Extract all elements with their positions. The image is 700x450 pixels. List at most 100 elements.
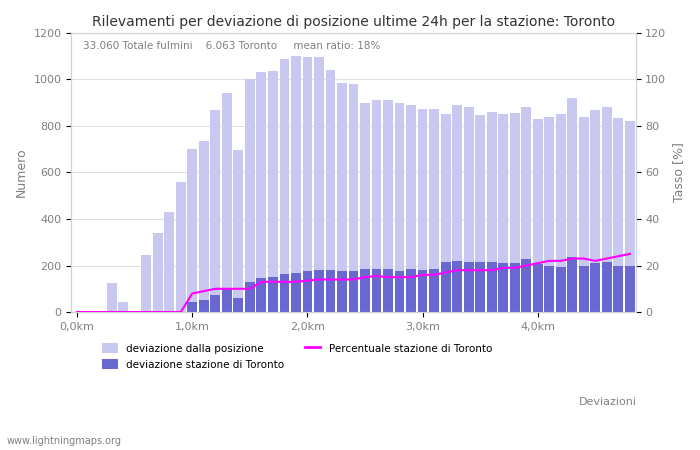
Percentuale stazione di Toronto — [73, 309, 81, 315]
Bar — [199, 141, 209, 312]
Bar — [475, 262, 485, 312]
Bar — [568, 98, 578, 312]
Percentuale stazione di Toronto — [476, 267, 484, 273]
Bar — [153, 233, 162, 312]
Bar — [372, 269, 382, 312]
Percentuale stazione di Toronto — [246, 286, 254, 292]
Bar — [475, 115, 485, 312]
Bar — [579, 117, 589, 312]
Percentuale stazione di Toronto — [349, 277, 358, 282]
Text: 33.060 Totale fulmini    6.063 Toronto     mean ratio: 18%: 33.060 Totale fulmini 6.063 Toronto mean… — [83, 41, 380, 51]
Percentuale stazione di Toronto — [487, 267, 496, 273]
Bar — [291, 273, 301, 312]
Bar — [245, 80, 255, 312]
Percentuale stazione di Toronto — [419, 272, 427, 278]
Bar — [268, 71, 278, 312]
Percentuale stazione di Toronto — [545, 258, 554, 264]
Bar — [395, 271, 405, 312]
Percentuale stazione di Toronto — [257, 279, 265, 284]
Percentuale stazione di Toronto — [269, 279, 277, 284]
Percentuale stazione di Toronto — [360, 274, 369, 280]
Bar — [613, 266, 623, 312]
Bar — [349, 84, 358, 312]
Bar — [291, 56, 301, 312]
Bar — [234, 298, 244, 312]
Percentuale stazione di Toronto — [407, 274, 415, 280]
Bar — [602, 108, 612, 312]
Percentuale stazione di Toronto — [591, 258, 599, 264]
Bar — [314, 270, 324, 312]
Percentuale stazione di Toronto — [108, 309, 116, 315]
Bar — [510, 113, 519, 312]
Bar — [406, 105, 416, 312]
Percentuale stazione di Toronto — [603, 256, 611, 261]
Bar — [337, 83, 347, 312]
Bar — [360, 269, 370, 312]
Bar — [441, 114, 451, 312]
Percentuale stazione di Toronto — [614, 253, 622, 259]
Bar — [279, 274, 289, 312]
Percentuale stazione di Toronto — [372, 273, 381, 279]
Percentuale stazione di Toronto — [188, 291, 197, 296]
Bar — [302, 271, 312, 312]
Bar — [72, 311, 82, 312]
Bar — [245, 282, 255, 312]
Bar — [383, 269, 393, 312]
Bar — [302, 57, 312, 312]
Percentuale stazione di Toronto — [338, 277, 346, 282]
Percentuale stazione di Toronto — [303, 278, 312, 284]
Bar — [625, 122, 635, 312]
Percentuale stazione di Toronto — [130, 309, 139, 315]
Bar — [211, 295, 220, 312]
Percentuale stazione di Toronto — [510, 265, 519, 270]
Bar — [326, 270, 335, 312]
Bar — [141, 255, 151, 312]
Bar — [486, 112, 496, 312]
Bar — [452, 261, 462, 312]
Percentuale stazione di Toronto — [395, 274, 404, 280]
Bar — [418, 108, 428, 312]
Percentuale stazione di Toronto — [315, 277, 323, 282]
Percentuale stazione di Toronto — [522, 263, 531, 268]
Percentuale stazione di Toronto — [292, 279, 300, 284]
Bar — [188, 302, 197, 312]
Y-axis label: Tasso [%]: Tasso [%] — [672, 143, 685, 202]
Bar — [429, 269, 439, 312]
Bar — [556, 267, 566, 312]
Bar — [429, 108, 439, 312]
Percentuale stazione di Toronto — [442, 270, 450, 275]
Percentuale stazione di Toronto — [176, 309, 185, 315]
Percentuale stazione di Toronto — [96, 309, 104, 315]
Bar — [395, 103, 405, 312]
Percentuale stazione di Toronto — [199, 288, 208, 294]
Bar — [188, 149, 197, 312]
Bar — [602, 262, 612, 312]
Bar — [625, 266, 635, 312]
Bar — [222, 289, 232, 312]
Percentuale stazione di Toronto — [626, 251, 634, 256]
Bar — [372, 100, 382, 312]
Bar — [533, 119, 542, 312]
Bar — [463, 262, 473, 312]
Percentuale stazione di Toronto — [464, 267, 473, 273]
Bar — [590, 263, 600, 312]
Bar — [579, 266, 589, 312]
Percentuale stazione di Toronto — [85, 309, 93, 315]
Text: www.lightningmaps.org: www.lightningmaps.org — [7, 436, 122, 446]
Bar — [360, 103, 370, 312]
Percentuale stazione di Toronto — [430, 272, 438, 278]
Bar — [590, 110, 600, 312]
Legend: deviazione dalla posizione, deviazione stazione di Toronto, Percentuale stazione: deviazione dalla posizione, deviazione s… — [98, 338, 496, 374]
Bar — [176, 182, 186, 312]
Bar — [406, 269, 416, 312]
Bar — [118, 302, 128, 312]
Percentuale stazione di Toronto — [211, 286, 220, 292]
Bar — [533, 264, 542, 312]
Percentuale stazione di Toronto — [153, 309, 162, 315]
Bar — [234, 150, 244, 312]
Bar — [256, 278, 266, 312]
Bar — [337, 271, 347, 312]
Bar — [452, 105, 462, 312]
Bar — [545, 117, 554, 312]
Percentuale stazione di Toronto — [384, 274, 392, 280]
